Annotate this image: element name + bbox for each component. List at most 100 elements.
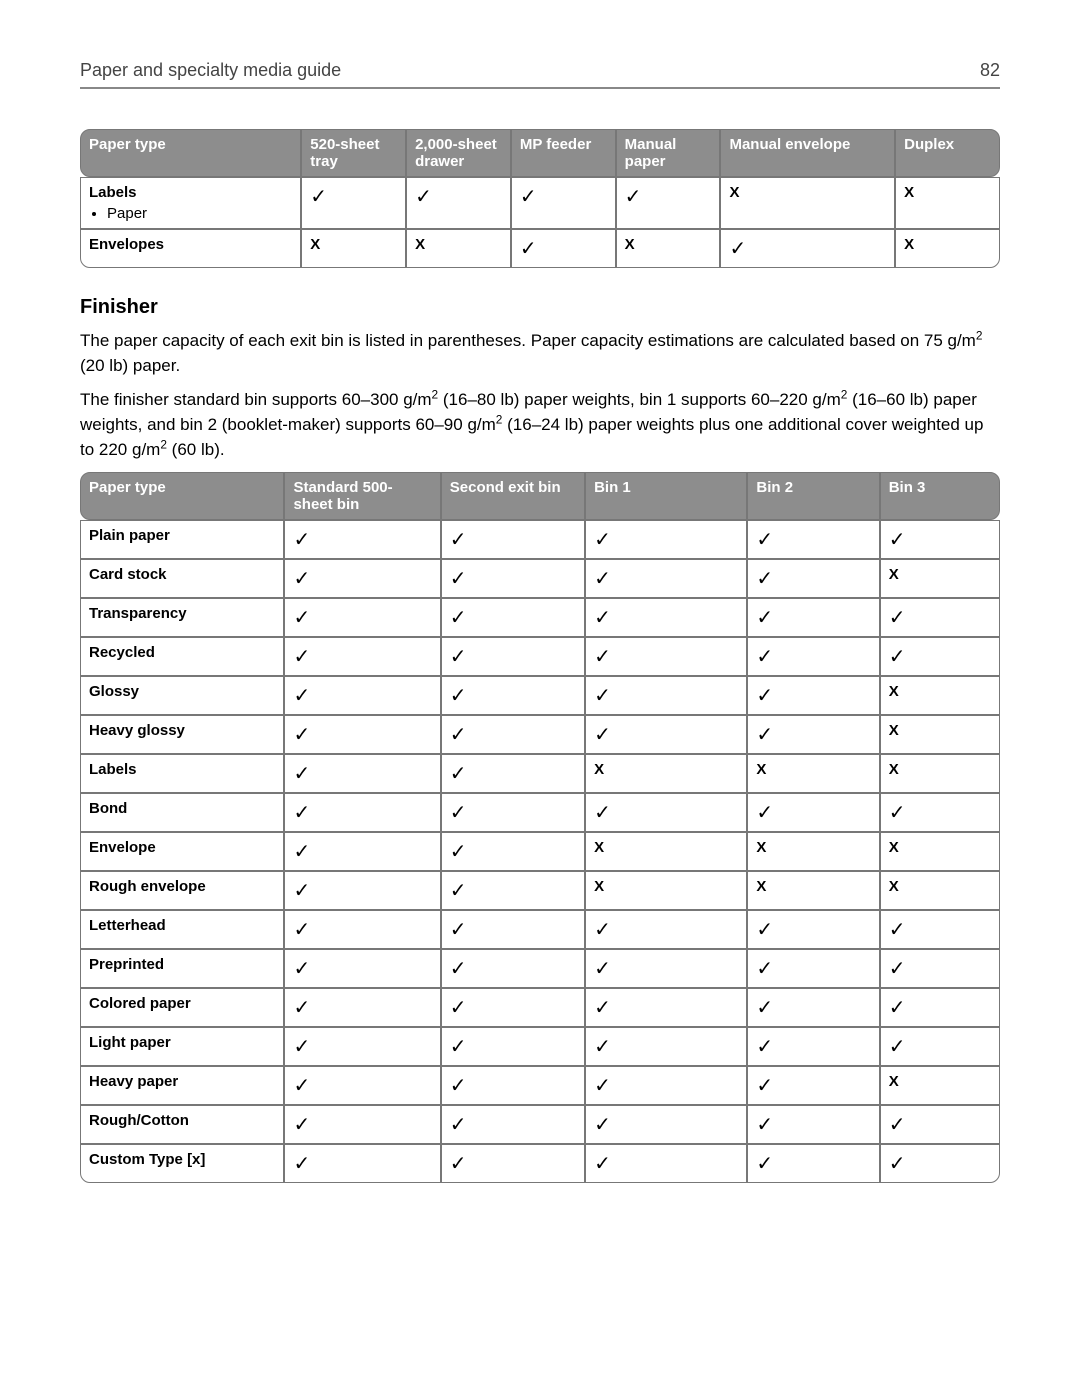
table-head: Paper type 520-sheet tray 2,000-sheet dr… xyxy=(80,129,1000,177)
table-cell: ✓ xyxy=(441,520,585,559)
check-icon: ✓ xyxy=(594,607,611,629)
table-row: Transparency✓✓✓✓✓ xyxy=(80,598,1000,637)
check-icon: ✓ xyxy=(889,919,906,941)
row-header: Rough envelope xyxy=(80,871,284,910)
table-cell: ✓ xyxy=(441,1066,585,1105)
table-cell: ✓ xyxy=(880,1105,1000,1144)
table-cell: ✓ xyxy=(284,598,440,637)
table-body: Plain paper✓✓✓✓✓Card stock✓✓✓✓XTranspare… xyxy=(80,520,1000,1183)
table-cell: ✓ xyxy=(585,949,747,988)
table-cell: X xyxy=(747,754,879,793)
check-icon: ✓ xyxy=(293,724,310,746)
check-icon: ✓ xyxy=(756,568,773,590)
check-icon: ✓ xyxy=(310,186,327,208)
row-header: Custom Type [x] xyxy=(80,1144,284,1183)
table-cell: X xyxy=(880,1066,1000,1105)
check-icon: ✓ xyxy=(594,997,611,1019)
table-cell: ✓ xyxy=(441,1105,585,1144)
check-icon: ✓ xyxy=(450,997,467,1019)
table-cell: ✓ xyxy=(441,793,585,832)
check-icon: ✓ xyxy=(729,238,746,260)
table-cell: ✓ xyxy=(284,520,440,559)
check-icon: ✓ xyxy=(756,646,773,668)
check-icon: ✓ xyxy=(450,802,467,824)
finisher-bins-table: Paper type Standard 500-sheet bin Second… xyxy=(80,472,1000,1183)
table-cell: ✓ xyxy=(441,598,585,637)
table-cell: ✓ xyxy=(441,637,585,676)
table-cell: ✓ xyxy=(747,598,879,637)
check-icon: ✓ xyxy=(293,763,310,785)
table-cell: ✓ xyxy=(880,1027,1000,1066)
table-cell: ✓ xyxy=(880,793,1000,832)
table-cell: ✓ xyxy=(284,910,440,949)
table-cell: X xyxy=(880,754,1000,793)
check-icon: ✓ xyxy=(594,568,611,590)
check-icon: ✓ xyxy=(293,568,310,590)
table-row: Custom Type [x]✓✓✓✓✓ xyxy=(80,1144,1000,1183)
superscript-2: 2 xyxy=(976,328,983,342)
table-header-row: Paper type Standard 500-sheet bin Second… xyxy=(80,472,1000,520)
text: (60 lb). xyxy=(167,440,225,459)
check-icon: ✓ xyxy=(889,1036,906,1058)
cross-icon: X xyxy=(889,683,899,700)
table-cell: ✓ xyxy=(441,910,585,949)
table-cell: ✓ xyxy=(747,1027,879,1066)
table-cell: ✓ xyxy=(284,1027,440,1066)
table-cell: ✓ xyxy=(747,793,879,832)
check-icon: ✓ xyxy=(594,958,611,980)
col-standard-bin: Standard 500-sheet bin xyxy=(284,472,440,520)
cross-icon: X xyxy=(889,1073,899,1090)
check-icon: ✓ xyxy=(889,529,906,551)
table-cell: ✓ xyxy=(284,1144,440,1183)
table-cell: ✓ xyxy=(880,637,1000,676)
text: (16–80 lb) paper weights, bin 1 supports… xyxy=(438,390,841,409)
check-icon: ✓ xyxy=(889,1153,906,1175)
table-cell: X xyxy=(895,177,1000,229)
check-icon: ✓ xyxy=(450,1075,467,1097)
col-520-tray: 520-sheet tray xyxy=(301,129,406,177)
table-cell: X xyxy=(747,832,879,871)
table-cell: ✓ xyxy=(585,1144,747,1183)
table-cell: ✓ xyxy=(585,1066,747,1105)
table-cell: ✓ xyxy=(284,949,440,988)
check-icon: ✓ xyxy=(756,1036,773,1058)
table-cell: ✓ xyxy=(880,1144,1000,1183)
table-header-row: Paper type 520-sheet tray 2,000-sheet dr… xyxy=(80,129,1000,177)
table-cell: X xyxy=(880,715,1000,754)
table-cell: ✓ xyxy=(747,637,879,676)
table-row: Heavy glossy✓✓✓✓X xyxy=(80,715,1000,754)
col-bin-2: Bin 2 xyxy=(747,472,879,520)
table-cell: ✓ xyxy=(880,988,1000,1027)
check-icon: ✓ xyxy=(889,997,906,1019)
table-cell: ✓ xyxy=(585,676,747,715)
cross-icon: X xyxy=(310,236,320,253)
check-icon: ✓ xyxy=(594,1153,611,1175)
running-head-title: Paper and specialty media guide xyxy=(80,60,341,81)
check-icon: ✓ xyxy=(594,802,611,824)
cross-icon: X xyxy=(729,184,739,201)
table-cell: X xyxy=(880,676,1000,715)
check-icon: ✓ xyxy=(450,763,467,785)
table-cell: ✓ xyxy=(441,832,585,871)
table-cell: ✓ xyxy=(747,910,879,949)
check-icon: ✓ xyxy=(594,529,611,551)
check-icon: ✓ xyxy=(450,1153,467,1175)
check-icon: ✓ xyxy=(293,997,310,1019)
check-icon: ✓ xyxy=(756,529,773,551)
row-header: Envelopes xyxy=(80,229,301,268)
check-icon: ✓ xyxy=(594,1075,611,1097)
table-cell: ✓ xyxy=(441,1144,585,1183)
table-row: LabelsPaper✓✓✓✓XX xyxy=(80,177,1000,229)
check-icon: ✓ xyxy=(293,802,310,824)
table-cell: ✓ xyxy=(284,637,440,676)
table-cell: ✓ xyxy=(441,1027,585,1066)
table-cell: ✓ xyxy=(441,715,585,754)
table-cell: ✓ xyxy=(880,598,1000,637)
row-header: Envelope xyxy=(80,832,284,871)
row-header: Heavy paper xyxy=(80,1066,284,1105)
cross-icon: X xyxy=(889,722,899,739)
cross-icon: X xyxy=(889,761,899,778)
check-icon: ✓ xyxy=(889,802,906,824)
table-cell: X xyxy=(747,871,879,910)
check-icon: ✓ xyxy=(450,919,467,941)
